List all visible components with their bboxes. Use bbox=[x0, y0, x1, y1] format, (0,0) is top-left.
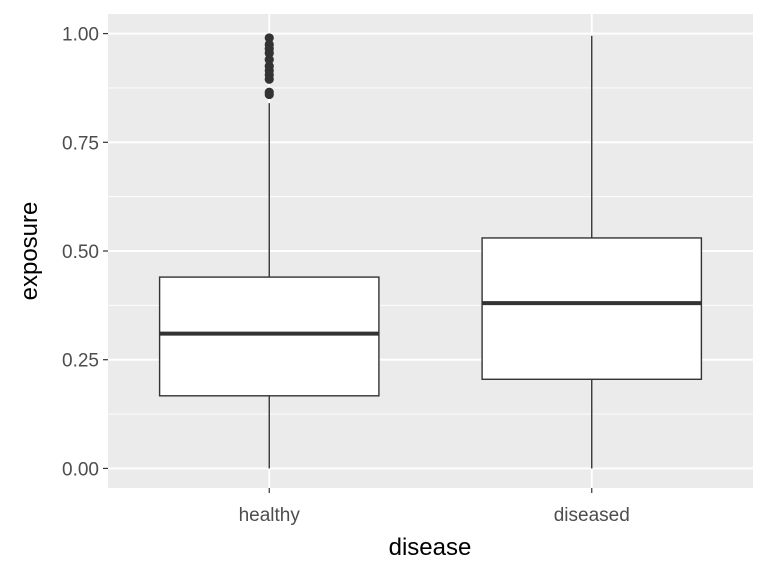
x-tick-label: diseased bbox=[554, 505, 630, 526]
outlier-point bbox=[264, 87, 274, 97]
y-tick-label: 1.00 bbox=[62, 25, 99, 46]
y-tick-label: 0.00 bbox=[62, 459, 99, 480]
x-axis-title: disease bbox=[389, 534, 472, 561]
y-axis: 0.00 0.25 0.50 0.75 1.00 bbox=[62, 25, 108, 480]
y-axis-title: exposure bbox=[16, 202, 43, 301]
box-healthy bbox=[158, 33, 380, 469]
x-tick-label: healthy bbox=[239, 505, 301, 526]
y-tick-label: 0.75 bbox=[62, 133, 99, 154]
boxes bbox=[158, 33, 703, 469]
box-diseased bbox=[481, 35, 703, 469]
iqr-box bbox=[481, 237, 703, 380]
x-axis: healthy diseased bbox=[239, 488, 630, 526]
iqr-box bbox=[158, 276, 380, 397]
outlier-point bbox=[264, 33, 274, 43]
y-tick-label: 0.50 bbox=[62, 242, 99, 263]
y-tick-label: 0.25 bbox=[62, 351, 99, 372]
outlier-point bbox=[264, 39, 274, 50]
outlier-point bbox=[264, 55, 274, 65]
outlier-point bbox=[264, 61, 274, 71]
